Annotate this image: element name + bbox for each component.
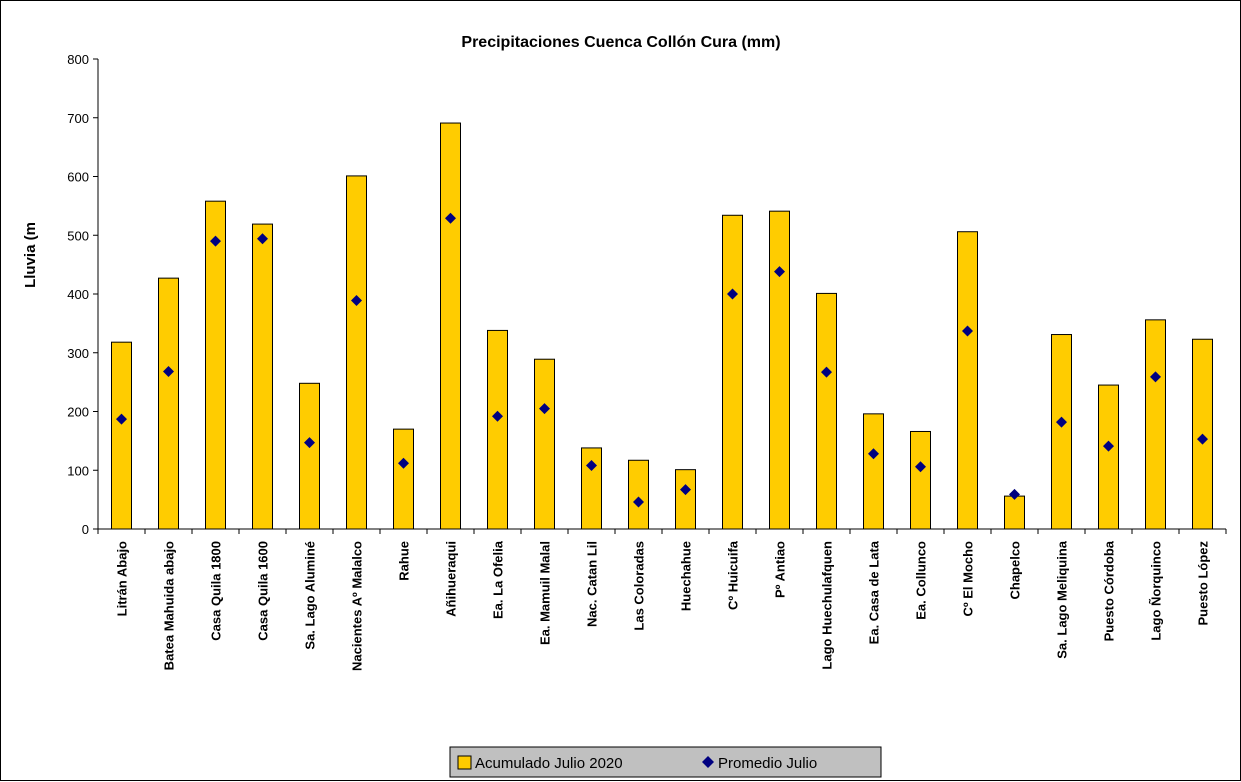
marker-point — [727, 288, 738, 300]
bar — [722, 214, 743, 530]
category-label: Añihueraqui — [444, 541, 459, 617]
category-label: Litrán Abajo — [115, 541, 130, 616]
marker-point — [586, 460, 597, 472]
y-tick-label: 0 — [82, 522, 89, 537]
bar — [158, 277, 179, 530]
marker-point — [163, 366, 174, 378]
y-tick-label: 800 — [67, 52, 89, 67]
bar — [1098, 384, 1119, 530]
marker-point — [1103, 440, 1114, 452]
category-label: Lago Huechulafquen — [820, 541, 835, 670]
bar — [393, 428, 414, 530]
marker-point — [116, 413, 127, 425]
category-label: Sa. Lago Aluminé — [303, 541, 318, 650]
legend: Acumulado Julio 2020 Promedio Julio — [449, 746, 882, 778]
category-label: Batea Mahuida abajo — [162, 541, 177, 670]
marker-point — [492, 410, 503, 422]
marker-point — [1056, 416, 1067, 428]
marker-point — [257, 233, 268, 245]
category-label: Lago Ñorquinco — [1149, 541, 1164, 641]
category-label: Casa Quila 1800 — [209, 541, 224, 641]
bar — [1145, 319, 1166, 530]
marker-point — [351, 294, 362, 306]
marker-series — [116, 212, 1208, 508]
bar — [205, 200, 226, 530]
y-tick-label: 200 — [67, 405, 89, 420]
category-label: Ea. Mamuil Malal — [538, 541, 553, 645]
bar — [957, 231, 978, 530]
category-label: Sa. Lago Meliquina — [1055, 540, 1070, 659]
bar — [534, 358, 555, 530]
marker-point — [915, 461, 926, 473]
legend-marker-label: Promedio Julio — [718, 755, 817, 772]
category-label: Puesto López — [1196, 541, 1211, 626]
bar — [675, 469, 696, 530]
bar — [1051, 334, 1072, 530]
legend-bar-swatch — [457, 755, 472, 770]
category-label: Chapelco — [1008, 541, 1023, 600]
legend-box — [449, 746, 882, 778]
category-label: Pº Antiao — [773, 541, 788, 598]
bar — [910, 430, 931, 530]
category-label: Puesto Córdoba — [1102, 540, 1117, 641]
bar — [863, 413, 884, 530]
y-tick-label: 300 — [67, 346, 89, 361]
marker-point — [304, 437, 315, 449]
marker-point — [821, 366, 832, 378]
y-axis-ticks: 0 100 200 300 400 500 600 700 800 — [67, 52, 1227, 537]
category-label: Ea. Casa de Lata — [867, 540, 882, 644]
y-tick-label: 400 — [67, 287, 89, 302]
marker-point — [1009, 488, 1020, 500]
y-tick-label: 700 — [67, 111, 89, 126]
category-label: Las Coloradas — [632, 541, 647, 631]
marker-point — [962, 325, 973, 337]
marker-point — [1150, 371, 1161, 383]
bar — [816, 292, 837, 530]
bar — [487, 329, 508, 530]
bar — [346, 175, 367, 530]
marker-point — [398, 457, 409, 469]
y-tick-label: 500 — [67, 228, 89, 243]
marker-point — [633, 496, 644, 508]
marker-point — [210, 235, 221, 247]
y-axis-label: Lluvia (m — [22, 222, 39, 288]
category-label: Ea. Collunco — [914, 541, 929, 620]
marker-point — [774, 266, 785, 278]
marker-point — [680, 484, 691, 496]
bar — [1004, 495, 1025, 530]
legend-bar-label: Acumulado Julio 2020 — [475, 755, 623, 772]
marker-point — [1197, 433, 1208, 445]
category-label: Huechahue — [679, 541, 694, 611]
category-label: Cº Huicuifa — [726, 540, 741, 610]
bar — [299, 382, 320, 530]
category-label: Cº El Mocho — [961, 541, 976, 617]
category-label: Nacientes Aº Malalco — [350, 541, 365, 671]
category-label: Rahue — [397, 541, 412, 581]
marker-point — [539, 403, 550, 415]
bar — [111, 341, 132, 530]
bar — [440, 122, 461, 530]
y-tick-label: 600 — [67, 170, 89, 185]
category-label: Ea. La Ofelia — [491, 540, 506, 619]
marker-point — [868, 448, 879, 460]
chart-title: Precipitaciones Cuenca Collón Cura (mm) — [461, 34, 780, 51]
marker-point — [445, 212, 456, 224]
bar — [252, 223, 273, 530]
y-tick-label: 100 — [67, 463, 89, 478]
category-label: Nac. Catan Lil — [585, 541, 600, 627]
bar — [628, 459, 649, 530]
category-label: Casa Quila 1600 — [256, 541, 271, 641]
bar-series — [111, 122, 1213, 530]
bar — [769, 210, 790, 530]
legend-marker-swatch — [702, 756, 714, 768]
category-labels: Litrán Abajo Batea Mahuida abajo Casa Quil… — [115, 540, 1211, 671]
